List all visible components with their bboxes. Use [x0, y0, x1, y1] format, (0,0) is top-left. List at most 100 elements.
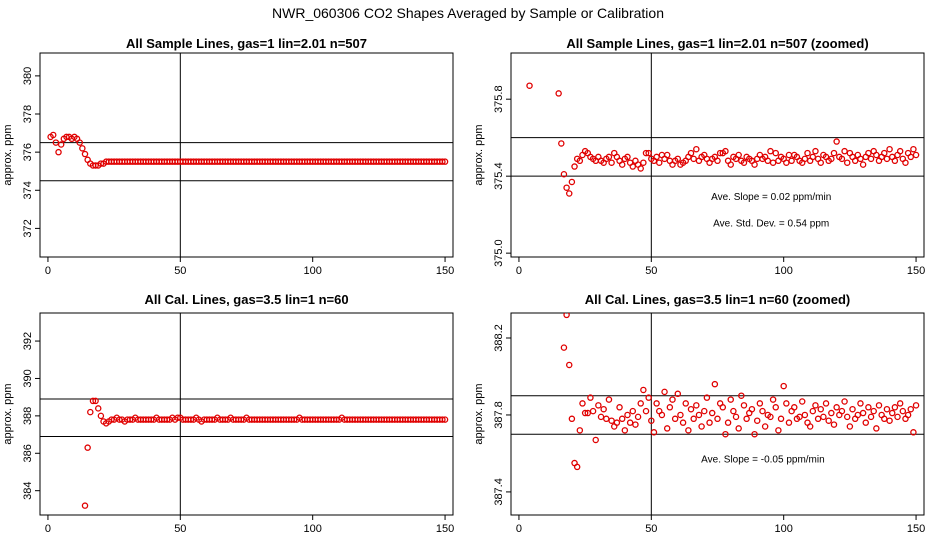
- data-point: [785, 151, 793, 159]
- data-point: [883, 155, 891, 163]
- data-point: [587, 394, 594, 401]
- data-point: [851, 157, 859, 165]
- data-point: [891, 404, 899, 411]
- data-point: [777, 415, 785, 423]
- chart-panel-3: All Cal. Lines, gas=3.5 lin=1 n=60 0 50 100…: [2, 292, 454, 535]
- data-point: [902, 159, 909, 166]
- x-tick-label: 0: [516, 523, 522, 535]
- data-point: [208, 416, 216, 423]
- data-point: [624, 153, 631, 161]
- data-point: [163, 416, 171, 423]
- data-point: [817, 405, 825, 413]
- data-point: [187, 416, 195, 423]
- y-tick-label: 386: [22, 444, 34, 462]
- x-tick-label: 100: [775, 265, 793, 277]
- data-point: [698, 423, 705, 430]
- data-point: [595, 402, 602, 409]
- y-tick-label: 392: [22, 332, 34, 350]
- data-point: [568, 178, 576, 186]
- data-point: [817, 159, 825, 166]
- data-point: [875, 402, 883, 409]
- data-point: [674, 155, 682, 163]
- data-point: [439, 158, 446, 165]
- data-point: [812, 402, 819, 409]
- data-point: [740, 402, 748, 409]
- data-point: [81, 502, 89, 509]
- data-point: [629, 407, 637, 415]
- data-point: [695, 411, 703, 419]
- data-point: [735, 151, 742, 159]
- data-point: [859, 409, 867, 417]
- data-point: [867, 155, 875, 163]
- data-point: [822, 400, 830, 407]
- data-point: [49, 131, 57, 139]
- data-point: [809, 153, 817, 161]
- x-tick-label: 150: [907, 523, 925, 535]
- data-point: [714, 157, 721, 165]
- data-point: [693, 145, 700, 153]
- y-tick-label: 390: [22, 369, 34, 387]
- data-point: [573, 463, 581, 471]
- data-point: [907, 153, 915, 161]
- data-point: [724, 419, 732, 426]
- data-point: [690, 415, 697, 423]
- data-point: [838, 155, 846, 163]
- data-point: [732, 413, 740, 421]
- data-point: [727, 396, 734, 403]
- x-tick-label: 150: [436, 523, 454, 535]
- data-point: [912, 151, 920, 159]
- data-point: [563, 184, 570, 191]
- data-point: [441, 416, 449, 423]
- data-point: [846, 423, 854, 430]
- data-point: [886, 145, 893, 153]
- x-tick-label: 150: [436, 265, 454, 277]
- data-point: [581, 409, 589, 417]
- data-point: [55, 148, 62, 156]
- y-axis-label: approx. ppm: [2, 383, 14, 444]
- data-point: [147, 416, 155, 423]
- data-point: [735, 425, 742, 432]
- data-point: [722, 430, 729, 438]
- data-point: [896, 147, 904, 155]
- data-point: [592, 436, 599, 444]
- data-point: [719, 404, 727, 411]
- data-point: [441, 158, 449, 165]
- data-point: [830, 149, 838, 157]
- data-point: [730, 407, 737, 415]
- data-point: [867, 413, 875, 421]
- chart-title: All Sample Lines, gas=1 lin=2.01 n=507: [126, 36, 367, 51]
- y-tick-label: 387.8: [493, 401, 505, 429]
- data-point: [76, 139, 83, 146]
- data-point: [79, 145, 86, 152]
- data-point: [222, 416, 229, 423]
- data-point: [653, 153, 660, 161]
- chart-title: All Cal. Lines, gas=3.5 lin=1 n=60: [144, 292, 348, 307]
- data-point: [722, 147, 729, 155]
- data-point: [87, 408, 94, 416]
- page-title: NWR_060306 CO2 Shapes Averaged by Sample…: [272, 5, 664, 21]
- data-point: [740, 159, 748, 166]
- data-point: [854, 411, 862, 419]
- data-point: [759, 407, 766, 415]
- data-point: [565, 190, 573, 197]
- data-point: [838, 407, 846, 415]
- data-point: [767, 147, 774, 155]
- data-point: [290, 416, 298, 423]
- x-tick-label: 100: [304, 265, 322, 277]
- data-point: [910, 145, 917, 153]
- data-point: [801, 411, 809, 419]
- y-tick-label: 388: [22, 407, 34, 425]
- data-point: [748, 405, 756, 413]
- x-tick-label: 50: [645, 523, 657, 535]
- data-point: [865, 149, 872, 157]
- data-point: [828, 409, 835, 417]
- data-point: [711, 380, 719, 388]
- data-point: [693, 402, 700, 409]
- data-point: [57, 141, 65, 148]
- data-point: [605, 153, 613, 161]
- data-point: [626, 419, 634, 426]
- data-point: [632, 421, 639, 428]
- data-point: [783, 159, 790, 166]
- data-point: [613, 419, 621, 426]
